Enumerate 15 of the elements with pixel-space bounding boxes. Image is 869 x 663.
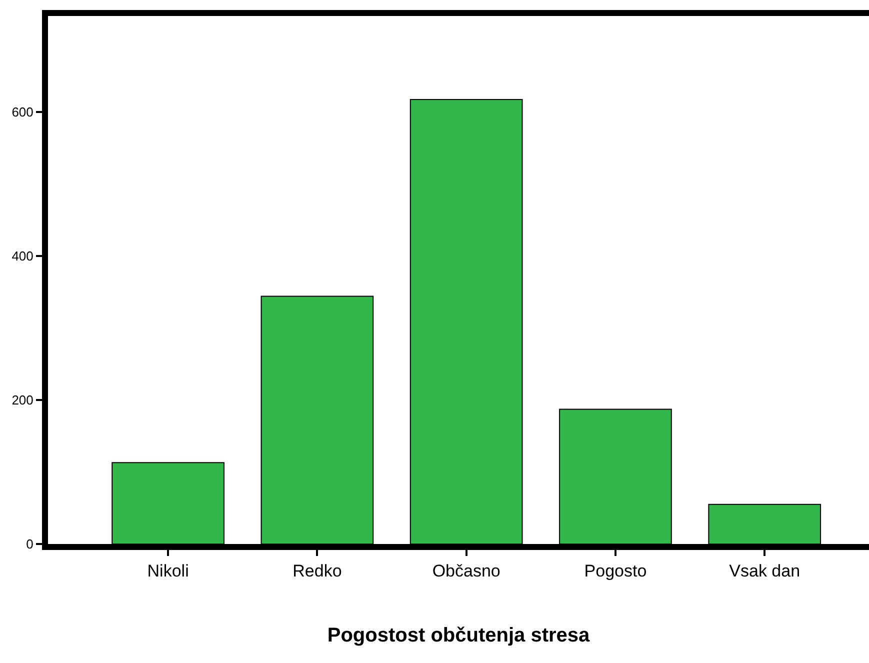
bar bbox=[112, 462, 224, 544]
bar bbox=[260, 296, 374, 544]
x-tick-label: Pogosto bbox=[584, 561, 647, 580]
bar bbox=[559, 408, 672, 544]
y-tick-label: 600 bbox=[12, 104, 34, 120]
x-tick-label: Nikoli bbox=[147, 561, 189, 580]
x-tick-label: Vsak dan bbox=[729, 561, 800, 580]
bar bbox=[410, 99, 523, 544]
x-tick-label: Občasno bbox=[432, 561, 500, 580]
y-tick-label: 0 bbox=[26, 536, 34, 552]
x-axis-title: Pogostost občutenja stresa bbox=[327, 624, 591, 646]
y-tick-label: 200 bbox=[12, 392, 34, 408]
bar bbox=[708, 504, 822, 544]
y-tick-label: 400 bbox=[12, 248, 34, 264]
x-tick-label: Redko bbox=[292, 561, 342, 580]
